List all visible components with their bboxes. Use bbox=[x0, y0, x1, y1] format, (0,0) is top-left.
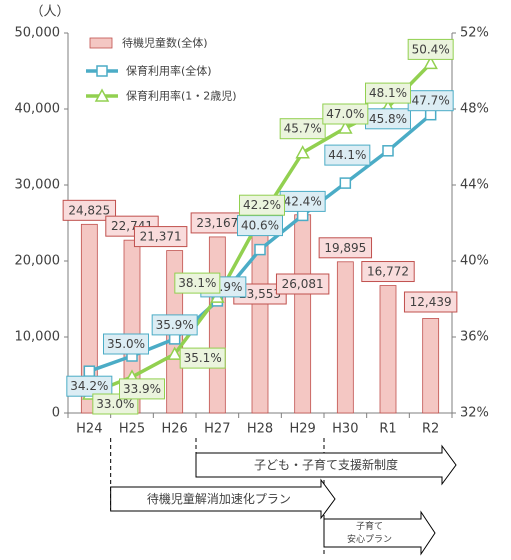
x-tick-label: H30 bbox=[332, 422, 358, 437]
left-tick-label: 30,000 bbox=[15, 178, 61, 193]
annotation-reassurance-plan-line2: 安心プラン bbox=[347, 533, 392, 545]
bar-value-label: 16,772 bbox=[367, 265, 409, 279]
legend-label-line-all: 保育利用率(全体) bbox=[126, 64, 212, 78]
bar-waiting-children bbox=[379, 285, 397, 414]
left-tick-label: 0 bbox=[52, 406, 60, 421]
right-tick-label: 48% bbox=[460, 102, 489, 117]
usage-rate-all-label: 47.7% bbox=[412, 94, 450, 108]
annotation-acceleration-plan: 待機児童解消加速化プラン bbox=[147, 491, 291, 506]
right-tick-label: 44% bbox=[460, 178, 489, 193]
right-tick-label: 52% bbox=[460, 26, 489, 41]
usage-rate-age-1-2-label-box bbox=[179, 347, 226, 369]
x-tick-label: H29 bbox=[290, 422, 316, 437]
bar-value-label: 24,825 bbox=[68, 203, 110, 217]
usage-rate-all-label-box bbox=[324, 144, 371, 166]
x-tick-label: H28 bbox=[247, 422, 273, 437]
usage-rate-age-1-2-label-box bbox=[239, 194, 285, 216]
x-tick-label: H26 bbox=[162, 422, 188, 437]
legend-label-bar: 待機児童数(全体) bbox=[122, 36, 208, 50]
usage-rate-age-1-2-label: 47.0% bbox=[326, 107, 364, 121]
usage-rate-age-1-2-label: 42.2% bbox=[243, 198, 281, 212]
usage-rate-all-label-box bbox=[66, 375, 113, 397]
bar-value-label: 19,895 bbox=[324, 241, 366, 255]
right-tick-label: 36% bbox=[460, 330, 489, 345]
usage-rate-all-label: 44.1% bbox=[328, 148, 366, 162]
left-tick-label: 40,000 bbox=[15, 102, 61, 117]
marker-usage-rate-age-1-2 bbox=[167, 346, 182, 360]
left-axis-unit: （人） bbox=[30, 5, 69, 20]
legend-label-line-12: 保育利用率(1・2歳児) bbox=[126, 89, 237, 103]
bar-waiting-children bbox=[251, 233, 269, 414]
usage-rate-all-label-box bbox=[103, 333, 149, 355]
bar-waiting-children bbox=[336, 261, 354, 414]
left-tick-label: 10,000 bbox=[15, 330, 61, 345]
bar-waiting-children bbox=[422, 318, 440, 414]
legend-marker-line-all bbox=[96, 65, 108, 77]
marker-usage-rate-age-1-2 bbox=[338, 120, 353, 134]
arrow-acceleration-plan bbox=[110, 478, 336, 520]
annotation-new-support-system: 子ども・子育て支援新制度 bbox=[254, 457, 398, 472]
usage-rate-age-1-2-label-box bbox=[119, 378, 165, 400]
usage-rate-age-1-2-label-box bbox=[407, 38, 454, 60]
bar-value-label: 21,371 bbox=[140, 230, 182, 244]
usage-rate-all-label-box bbox=[151, 314, 198, 336]
bar-value-label-box bbox=[275, 273, 330, 295]
legend-swatch-bar bbox=[89, 37, 113, 49]
x-tick-label: H24 bbox=[76, 422, 102, 437]
usage-rate-age-1-2-label: 48.1% bbox=[369, 86, 407, 100]
annotation-reassurance-plan-line1: 子育て bbox=[356, 520, 383, 532]
usage-rate-age-1-2-label: 33.9% bbox=[123, 382, 161, 396]
x-tick-label: R1 bbox=[379, 422, 396, 437]
arrow-new-support-system bbox=[195, 444, 457, 486]
usage-rate-all-label: 35.9% bbox=[156, 318, 194, 332]
right-tick-label: 32% bbox=[460, 406, 489, 421]
legend-marker-line-12 bbox=[94, 88, 110, 102]
usage-rate-all-label: 45.8% bbox=[369, 112, 407, 126]
bar-waiting-children bbox=[294, 214, 312, 414]
left-tick-label: 50,000 bbox=[15, 26, 61, 41]
marker-usage-rate-all bbox=[382, 145, 394, 157]
usage-rate-age-1-2-label-box bbox=[365, 82, 411, 104]
bar-value-label: 12,439 bbox=[410, 295, 452, 309]
marker-usage-rate-age-1-2 bbox=[295, 145, 310, 159]
usage-rate-all-label: 34.2% bbox=[70, 379, 108, 393]
bar-value-label-box bbox=[318, 237, 373, 259]
x-tick-label: H25 bbox=[119, 422, 145, 437]
bar-value-label: 26,081 bbox=[282, 277, 324, 291]
usage-rate-age-1-2-label: 50.4% bbox=[412, 42, 450, 56]
usage-rate-age-1-2-label: 33.0% bbox=[96, 397, 134, 411]
left-tick-label: 20,000 bbox=[15, 254, 61, 269]
bar-value-label-box bbox=[361, 261, 415, 283]
bar-value-label: 23,167 bbox=[196, 216, 238, 230]
bar-value-label-box bbox=[403, 291, 458, 313]
arrow-reassurance-plan bbox=[323, 510, 436, 556]
marker-usage-rate-age-1-2 bbox=[423, 55, 438, 70]
marker-usage-rate-all bbox=[339, 177, 352, 189]
usage-rate-age-1-2-label-box bbox=[174, 272, 221, 294]
usage-rate-age-1-2-label: 38.1% bbox=[178, 276, 216, 290]
marker-usage-rate-all bbox=[83, 365, 96, 377]
x-tick-label: R2 bbox=[422, 422, 439, 437]
usage-rate-age-1-2-label: 35.1% bbox=[184, 351, 222, 365]
usage-rate-age-1-2-label-box bbox=[279, 118, 326, 140]
bar-value-label: 23,553 bbox=[239, 287, 281, 301]
usage-rate-age-1-2-label: 45.7% bbox=[284, 122, 322, 136]
usage-rate-all-label: 40.6% bbox=[241, 219, 279, 233]
right-tick-label: 40% bbox=[460, 254, 489, 269]
x-tick-label: H27 bbox=[204, 422, 230, 437]
usage-rate-all-label: 35.0% bbox=[107, 337, 145, 351]
usage-rate-all-label: 42.4% bbox=[284, 194, 322, 208]
bar-value-label-box bbox=[62, 199, 117, 221]
marker-usage-rate-all bbox=[254, 243, 266, 256]
bar-value-label-box bbox=[133, 226, 188, 248]
usage-rate-age-1-2-label-box bbox=[322, 103, 369, 125]
bar-waiting-children bbox=[208, 236, 226, 414]
